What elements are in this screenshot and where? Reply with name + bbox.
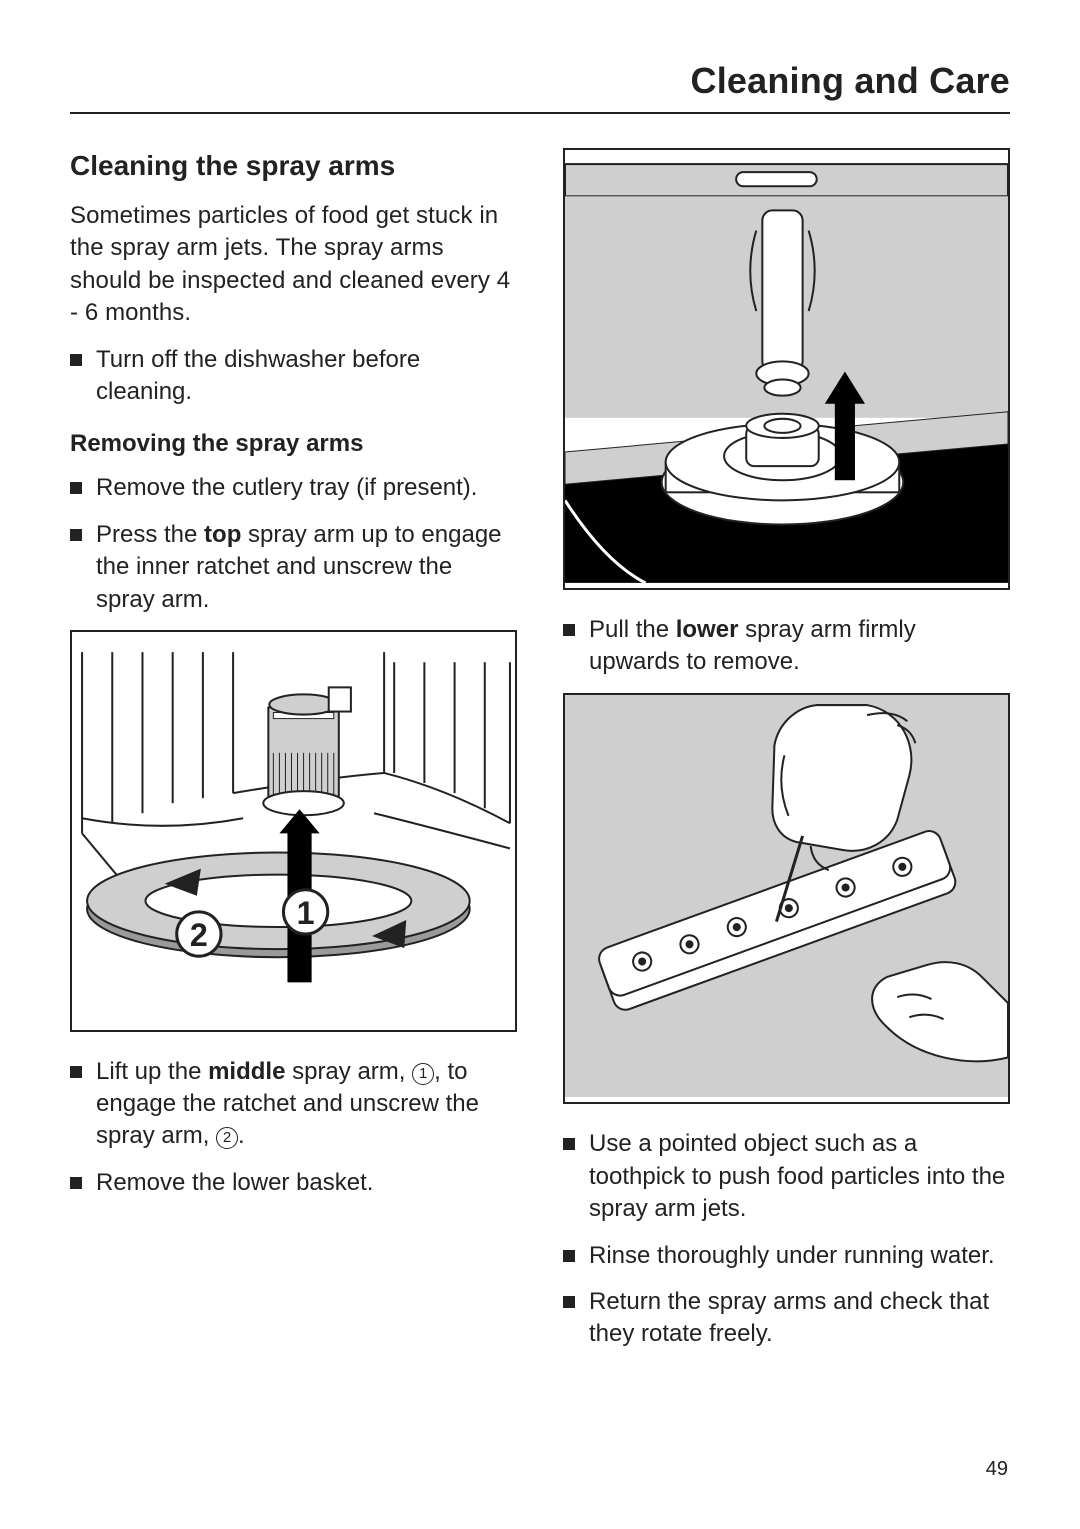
text-run: Pull the bbox=[589, 616, 676, 643]
two-column-layout: Cleaning the spray arms Sometimes partic… bbox=[70, 144, 1010, 1365]
bullet-square-icon bbox=[563, 624, 575, 636]
bullet-square-icon bbox=[70, 529, 82, 541]
subsection-heading: Removing the spray arms bbox=[70, 430, 517, 458]
text-run: spray arm, bbox=[285, 1058, 412, 1085]
intro-paragraph: Sometimes particles of food get stuck in… bbox=[70, 200, 517, 330]
bullet-item: Press the top spray arm up to engage the… bbox=[70, 519, 517, 616]
bullet-square-icon bbox=[70, 1066, 82, 1078]
left-column: Cleaning the spray arms Sometimes partic… bbox=[70, 144, 517, 1365]
bullet-square-icon bbox=[70, 482, 82, 494]
bullet-item: Remove the cutlery tray (if present). bbox=[70, 472, 517, 504]
figure-lower-spray-arm bbox=[563, 148, 1010, 590]
manual-page: Cleaning and Care Cleaning the spray arm… bbox=[0, 0, 1080, 1529]
bullet-item: Lift up the middle spray arm, 1, to enga… bbox=[70, 1056, 517, 1153]
figure-svg bbox=[565, 150, 1008, 583]
bullet-text: Pull the lower spray arm firmly upwards … bbox=[589, 614, 1010, 679]
bold-word: lower bbox=[676, 616, 739, 643]
bullet-item: Return the spray arms and check that the… bbox=[563, 1286, 1010, 1351]
right-column: Pull the lower spray arm firmly upwards … bbox=[563, 144, 1010, 1365]
bullet-square-icon bbox=[70, 1177, 82, 1189]
text-run: . bbox=[238, 1122, 245, 1149]
bullet-text: Turn off the dishwasher before cleaning. bbox=[96, 344, 517, 409]
figure-label-1: 1 bbox=[297, 895, 315, 931]
figure-toothpick-clean bbox=[563, 693, 1010, 1105]
bullet-text: Lift up the middle spray arm, 1, to enga… bbox=[96, 1056, 517, 1153]
bullet-square-icon bbox=[563, 1296, 575, 1308]
figure-svg: 1 2 bbox=[72, 632, 515, 1025]
bullet-square-icon bbox=[70, 354, 82, 366]
bullet-item: Use a pointed object such as a toothpick… bbox=[563, 1128, 1010, 1225]
bullet-text: Remove the lower basket. bbox=[96, 1167, 373, 1199]
section-heading: Cleaning the spray arms bbox=[70, 150, 517, 182]
figure-label-2: 2 bbox=[190, 917, 208, 953]
bullet-text: Remove the cutlery tray (if present). bbox=[96, 472, 477, 504]
bullet-item: Pull the lower spray arm firmly upwards … bbox=[563, 614, 1010, 679]
page-number: 49 bbox=[986, 1458, 1008, 1481]
page-title: Cleaning and Care bbox=[70, 60, 1010, 102]
bullet-item: Rinse thoroughly under running water. bbox=[563, 1240, 1010, 1272]
bullet-text: Rinse thoroughly under running water. bbox=[589, 1240, 995, 1272]
bullet-text: Press the top spray arm up to engage the… bbox=[96, 519, 517, 616]
bullet-square-icon bbox=[563, 1138, 575, 1150]
figure-svg bbox=[565, 695, 1008, 1098]
bullet-text: Use a pointed object such as a toothpick… bbox=[589, 1128, 1010, 1225]
bold-word: middle bbox=[208, 1058, 285, 1085]
text-run: Lift up the bbox=[96, 1058, 208, 1085]
bullet-square-icon bbox=[563, 1250, 575, 1262]
figure-middle-spray-arm: 1 2 bbox=[70, 630, 517, 1032]
circled-number: 1 bbox=[412, 1063, 434, 1085]
bullet-item: Remove the lower basket. bbox=[70, 1167, 517, 1199]
bold-word: top bbox=[204, 521, 241, 548]
circled-number: 2 bbox=[216, 1127, 238, 1149]
text-run: Press the bbox=[96, 521, 204, 548]
header-rule bbox=[70, 112, 1010, 114]
bullet-text: Return the spray arms and check that the… bbox=[589, 1286, 1010, 1351]
bullet-item: Turn off the dishwasher before cleaning. bbox=[70, 344, 517, 409]
